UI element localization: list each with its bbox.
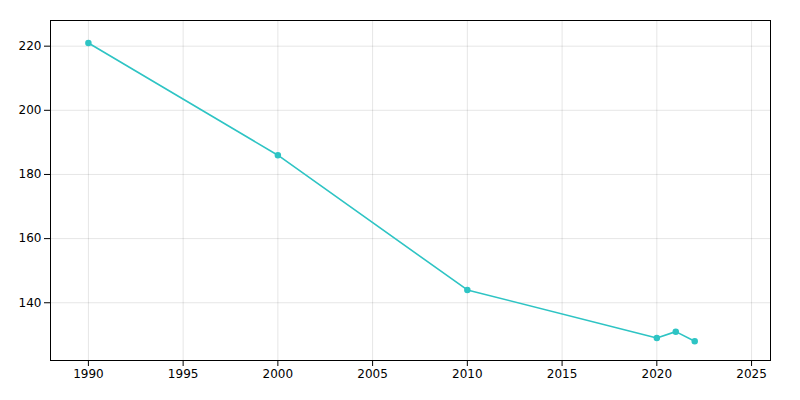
svg-text:1995: 1995	[168, 367, 199, 381]
svg-text:180: 180	[19, 167, 42, 181]
svg-text:140: 140	[19, 296, 42, 310]
svg-text:1990: 1990	[73, 367, 104, 381]
svg-text:2005: 2005	[357, 367, 388, 381]
svg-text:2000: 2000	[263, 367, 294, 381]
svg-text:200: 200	[19, 103, 42, 117]
svg-text:220: 220	[19, 39, 42, 53]
svg-text:2010: 2010	[452, 367, 483, 381]
svg-text:160: 160	[19, 231, 42, 245]
svg-text:2020: 2020	[642, 367, 673, 381]
svg-text:2015: 2015	[547, 367, 578, 381]
svg-text:2025: 2025	[736, 367, 767, 381]
